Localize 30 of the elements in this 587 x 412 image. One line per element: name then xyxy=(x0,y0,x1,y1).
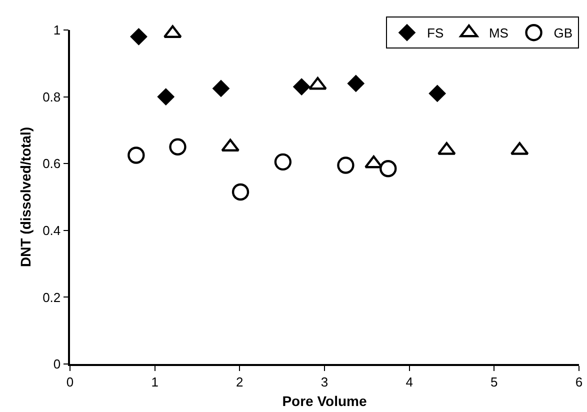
point xyxy=(130,28,147,45)
legend-label: MS xyxy=(488,26,509,41)
y-tick-label: 0.2 xyxy=(42,290,61,305)
x-tick-label: 2 xyxy=(236,374,244,390)
legend-label: GB xyxy=(554,26,573,41)
point xyxy=(128,146,145,164)
y-tick-label: 0.8 xyxy=(42,89,61,104)
point xyxy=(232,183,250,201)
point xyxy=(348,75,364,92)
x-tick-label: 3 xyxy=(320,374,328,390)
x-tick-label: 6 xyxy=(575,374,583,390)
point xyxy=(274,153,292,171)
y-tick-label: 0.4 xyxy=(42,222,61,238)
y-tick-label: 0.6 xyxy=(42,156,61,172)
legend-label: FS xyxy=(427,26,444,41)
x-tick-label: 4 xyxy=(406,374,413,390)
x-axis-title: Pore Volume xyxy=(282,393,367,410)
point xyxy=(169,138,186,156)
x-tick-label: 5 xyxy=(490,374,498,390)
y-axis-title: DNT (dissolved/total) xyxy=(18,126,34,268)
point xyxy=(429,85,446,102)
point xyxy=(158,88,174,106)
x-tick-label: 0 xyxy=(66,374,74,390)
point xyxy=(212,80,230,97)
point xyxy=(337,156,354,174)
point xyxy=(380,160,397,178)
point xyxy=(293,78,310,96)
x-tick-label: 1 xyxy=(151,374,158,390)
y-tick-label: 0 xyxy=(53,356,61,372)
y-tick-label: 1 xyxy=(53,22,61,38)
